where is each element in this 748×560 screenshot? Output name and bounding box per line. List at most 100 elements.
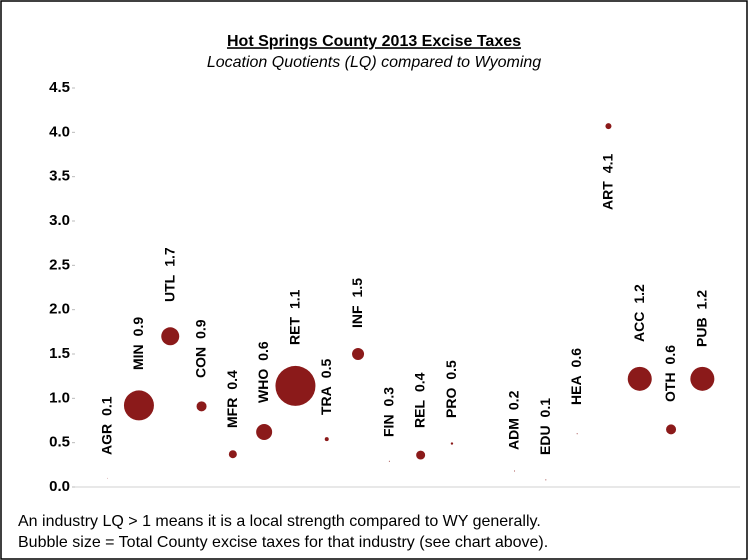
category-label: REL xyxy=(411,400,427,428)
category-label: RET xyxy=(286,317,302,345)
data-label-text: WHO 0.6 xyxy=(255,341,271,403)
bubble xyxy=(107,477,108,479)
y-tick-label: 1.5 xyxy=(49,345,70,362)
bubble xyxy=(228,450,237,459)
bubble xyxy=(666,424,677,435)
value-label: 0.4 xyxy=(224,370,240,390)
category-label: PUB xyxy=(693,317,709,347)
value-label: 4.1 xyxy=(599,154,615,174)
value-label: 0.5 xyxy=(317,359,333,379)
value-label: 0.2 xyxy=(505,390,521,410)
data-label-text: HEA 0.6 xyxy=(568,348,584,405)
y-tick-label: 3.5 xyxy=(49,168,70,185)
data-label: WHO 0.6 xyxy=(255,341,271,403)
y-tick-label: 0.5 xyxy=(49,434,70,451)
data-label-text: ART 4.1 xyxy=(599,154,615,210)
data-label: PRO 0.5 xyxy=(443,360,459,418)
data-label-text: RET 1.1 xyxy=(286,289,302,345)
data-label-text: ACC 1.2 xyxy=(630,284,646,342)
data-label: EDU 0.1 xyxy=(537,398,553,455)
bubble xyxy=(450,442,454,445)
category-label: MFR xyxy=(224,398,240,428)
data-label: TRA 0.5 xyxy=(317,359,333,415)
chart-title: Hot Springs County 2013 Excise Taxes xyxy=(227,33,521,50)
bubble xyxy=(256,424,273,441)
value-label: 1.2 xyxy=(630,284,646,304)
category-label: OTH xyxy=(662,372,678,402)
data-label: CON 0.9 xyxy=(192,319,208,378)
category-label: WHO xyxy=(255,369,271,403)
chart-subtitle: Location Quotients (LQ) compared to Wyom… xyxy=(207,54,541,71)
data-label-text: OTH 0.6 xyxy=(662,345,678,402)
data-label: ADM 0.2 xyxy=(505,390,521,450)
note: Bubble size = Total County excise taxes … xyxy=(18,534,548,551)
category-label: PRO xyxy=(443,388,459,418)
data-label-text: EDU 0.1 xyxy=(537,398,553,455)
data-label-text: FIN 0.3 xyxy=(380,387,396,437)
category-label: UTL xyxy=(161,274,177,302)
data-label: ACC 1.2 xyxy=(630,284,646,342)
data-label-text: REL 0.4 xyxy=(411,372,427,428)
data-label-text: ADM 0.2 xyxy=(505,390,521,450)
bubble xyxy=(324,437,329,442)
value-label: 0.1 xyxy=(537,398,553,418)
data-label: UTL 1.7 xyxy=(161,247,177,302)
data-label-text: AGR 0.1 xyxy=(98,396,114,455)
y-tick-label: 4.5 xyxy=(49,79,70,96)
data-label: PUB 1.2 xyxy=(693,290,709,347)
data-label: RET 1.1 xyxy=(286,289,302,345)
value-label: 0.5 xyxy=(443,360,459,380)
category-label: FIN xyxy=(380,414,396,437)
value-label: 0.9 xyxy=(192,319,208,339)
value-label: 0.1 xyxy=(98,396,114,416)
bubble xyxy=(690,366,715,391)
category-label: ART xyxy=(599,181,615,210)
data-label: OTH 0.6 xyxy=(662,345,678,402)
category-label: HEA xyxy=(568,375,584,405)
data-label-text: MIN 0.9 xyxy=(130,317,146,370)
y-tick-label: 2.5 xyxy=(49,256,70,273)
category-label: INF xyxy=(349,305,365,328)
data-label-text: PUB 1.2 xyxy=(693,290,709,347)
bubble xyxy=(605,123,612,130)
bubble xyxy=(627,366,652,391)
bubble xyxy=(416,450,426,460)
y-tick-label: 0.0 xyxy=(49,478,70,495)
bubble xyxy=(545,479,547,481)
data-label-text: MFR 0.4 xyxy=(224,370,240,428)
data-label: FIN 0.3 xyxy=(380,387,396,437)
data-label-text: TRA 0.5 xyxy=(317,359,333,415)
value-label: 0.6 xyxy=(568,348,584,368)
y-tick-label: 4.0 xyxy=(49,123,70,140)
note: An industry LQ > 1 means it is a local s… xyxy=(18,513,541,530)
bubble xyxy=(352,348,365,360)
bubble xyxy=(196,401,207,412)
data-label-text: PRO 0.5 xyxy=(443,360,459,418)
data-label: MIN 0.9 xyxy=(130,317,146,370)
bubble xyxy=(123,390,154,421)
category-label: ADM xyxy=(505,418,521,450)
data-label: REL 0.4 xyxy=(411,372,427,428)
bubble xyxy=(514,470,516,472)
y-tick-label: 1.0 xyxy=(49,389,70,406)
category-label: EDU xyxy=(537,425,553,455)
data-label-text: UTL 1.7 xyxy=(161,247,177,302)
value-label: 0.4 xyxy=(411,372,427,392)
bubble xyxy=(275,365,316,406)
data-label: AGR 0.1 xyxy=(98,396,114,455)
category-label: MIN xyxy=(130,344,146,370)
category-label: CON xyxy=(192,347,208,378)
data-label: HEA 0.6 xyxy=(568,348,584,405)
bubble xyxy=(388,460,390,462)
value-label: 1.7 xyxy=(161,247,177,267)
category-label: TRA xyxy=(317,386,333,415)
bubble xyxy=(161,327,180,346)
value-label: 1.2 xyxy=(693,290,709,310)
y-tick-label: 3.0 xyxy=(49,212,70,229)
value-label: 0.3 xyxy=(380,387,396,407)
data-label-text: CON 0.9 xyxy=(192,319,208,378)
category-label: AGR xyxy=(98,424,114,455)
value-label: 0.6 xyxy=(255,341,271,361)
